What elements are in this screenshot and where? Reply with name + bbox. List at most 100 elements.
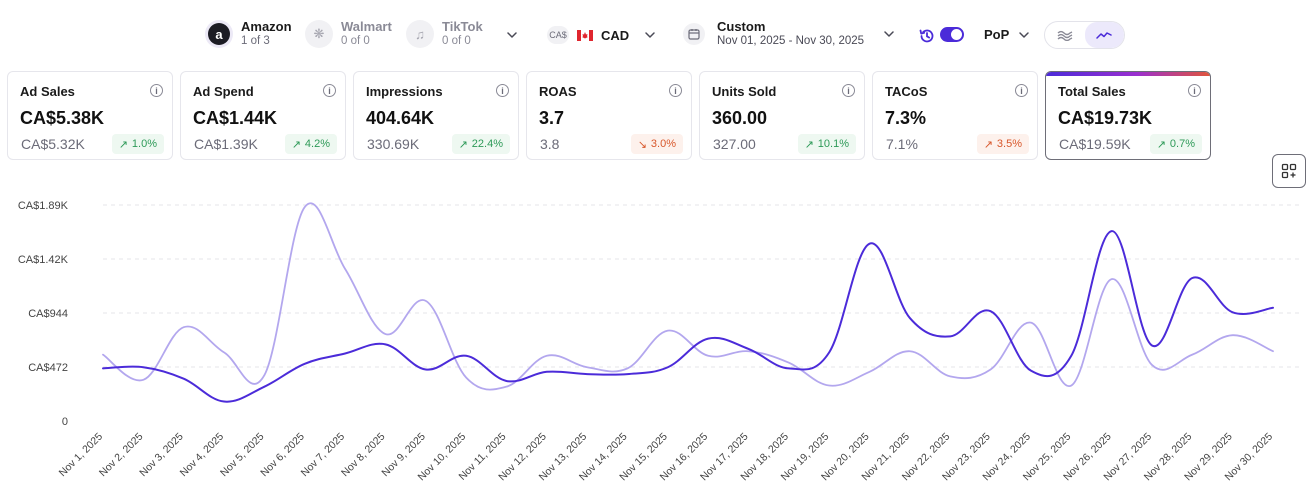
- x-tick-label: Nov 28, 2025: [1142, 431, 1195, 484]
- x-tick-label: Nov 9, 2025: [379, 431, 428, 480]
- metric-label: Impressions: [366, 84, 443, 99]
- metric-previous-value: CA$5.32K: [21, 136, 85, 152]
- x-tick-label: Nov 5, 2025: [218, 431, 267, 480]
- y-tick-label: CA$1.42K: [18, 254, 69, 266]
- comparison-chevron-down-icon: [1019, 31, 1030, 38]
- date-range-value: Nov 01, 2025 - Nov 30, 2025: [717, 34, 865, 47]
- metric-card-impressions[interactable]: Impressions i 404.64K 330.69K ↗ 22.4%: [353, 71, 519, 160]
- canada-flag-icon: [577, 29, 593, 41]
- trend-up-icon: ↗: [118, 138, 128, 151]
- marketplace-name: Amazon: [241, 19, 292, 34]
- x-tick-label: Nov 10, 2025: [416, 431, 469, 484]
- selected-accent-bar: [1046, 72, 1210, 76]
- currency-code: CAD: [601, 27, 630, 43]
- add-widget-icon: [1281, 163, 1297, 179]
- x-tick-label: Nov 14, 2025: [577, 431, 630, 484]
- x-tick-label: Nov 4, 2025: [178, 431, 227, 480]
- marketplace-count: 1 of 3: [241, 34, 270, 47]
- x-tick-label: Nov 19, 2025: [779, 431, 832, 484]
- currency-selector[interactable]: CA$ CAD: [547, 26, 657, 44]
- metric-card-ad-sales[interactable]: Ad Sales i CA$5.38K CA$5.32K ↗ 1.0%: [7, 71, 173, 160]
- info-icon[interactable]: i: [1015, 84, 1028, 97]
- metric-value: 404.64K: [366, 108, 435, 128]
- x-tick-label: Nov 8, 2025: [339, 431, 388, 480]
- x-tick-label: Nov 15, 2025: [617, 431, 670, 484]
- metric-label: Units Sold: [712, 84, 777, 99]
- metric-card-roas[interactable]: ROAS i 3.7 3.8 ↘ 3.0%: [526, 71, 692, 160]
- metric-change-badge: ↗ 1.0%: [111, 134, 164, 154]
- trend-up-icon: ↗: [1156, 138, 1166, 151]
- metric-label: ROAS: [539, 84, 577, 99]
- info-icon[interactable]: i: [1188, 84, 1201, 97]
- line-chart-icon: [1096, 32, 1112, 39]
- x-tick-label: Nov 6, 2025: [258, 431, 307, 480]
- metric-previous-value: 330.69K: [367, 136, 420, 152]
- marketplace-walmart[interactable]: ❋ Walmart 0 of 0: [305, 19, 392, 49]
- metric-previous-value: 3.8: [540, 136, 560, 152]
- area-chart-option[interactable]: [1045, 22, 1085, 48]
- metric-value: 3.7: [539, 108, 565, 128]
- x-tick-label: Nov 20, 2025: [819, 431, 872, 484]
- metric-label: Ad Sales: [20, 84, 75, 99]
- x-tick-label: Nov 16, 2025: [658, 431, 711, 484]
- info-icon[interactable]: i: [842, 84, 855, 97]
- marketplace-amazon[interactable]: a Amazon 1 of 3: [205, 19, 292, 49]
- comparison-selector[interactable]: PoP: [984, 27, 1031, 42]
- info-icon[interactable]: i: [150, 84, 163, 97]
- y-tick-label: CA$944: [28, 308, 68, 320]
- add-widget-button[interactable]: [1272, 154, 1306, 188]
- metric-change-badge: ↗ 22.4%: [451, 134, 510, 154]
- marketplace-name: TikTok: [442, 19, 483, 34]
- metric-card-units-sold[interactable]: Units Sold i 360.00 327.00 ↗ 10.1%: [699, 71, 865, 160]
- info-icon[interactable]: i: [496, 84, 509, 97]
- history-icon[interactable]: [918, 27, 936, 45]
- date-range-picker[interactable]: Custom Nov 01, 2025 - Nov 30, 2025: [683, 19, 896, 48]
- metric-card-ad-spend[interactable]: Ad Spend i CA$1.44K CA$1.39K ↗ 4.2%: [180, 71, 346, 160]
- metric-change-badge: ↗ 3.5%: [976, 134, 1029, 154]
- metric-change-badge: ↘ 3.0%: [630, 134, 683, 154]
- metric-value: 360.00: [712, 108, 768, 128]
- metric-previous-value: CA$19.59K: [1059, 136, 1131, 152]
- current-period-line: [102, 230, 1274, 403]
- x-tick-label: Nov 26, 2025: [1061, 431, 1114, 484]
- walmart-logo-icon: ❋: [305, 20, 333, 49]
- metric-previous-value: 327.00: [713, 136, 756, 152]
- metric-value: CA$5.38K: [20, 108, 105, 128]
- metric-value: 7.3%: [885, 108, 927, 128]
- marketplace-chevron-down-icon[interactable]: [505, 28, 519, 42]
- x-tick-label: Nov 27, 2025: [1101, 431, 1154, 484]
- marketplace-count: 0 of 0: [442, 34, 471, 47]
- trend-down-icon: ↘: [637, 138, 647, 151]
- metric-change-badge: ↗ 0.7%: [1149, 134, 1202, 154]
- area-chart-icon: [1057, 30, 1073, 41]
- metric-label: Ad Spend: [193, 84, 254, 99]
- x-tick-label: Nov 18, 2025: [738, 431, 791, 484]
- chart-style-toggle: [1044, 21, 1125, 49]
- x-tick-label: Nov 13, 2025: [537, 431, 590, 484]
- compare-toggle[interactable]: [940, 27, 964, 42]
- metric-label: TACoS: [885, 84, 928, 99]
- amazon-logo-icon: a: [205, 20, 233, 49]
- metric-card-tacos[interactable]: TACoS i 7.3% 7.1% ↗ 3.5%: [872, 71, 1038, 160]
- line-chart-option[interactable]: [1084, 22, 1124, 48]
- metric-label: Total Sales: [1058, 84, 1126, 99]
- x-tick-label: Nov 3, 2025: [137, 431, 186, 480]
- info-icon[interactable]: i: [669, 84, 682, 97]
- info-icon[interactable]: i: [323, 84, 336, 97]
- x-tick-label: Nov 21, 2025: [859, 431, 912, 484]
- marketplace-tiktok[interactable]: ♫ TikTok 0 of 0: [406, 19, 483, 49]
- metric-change-badge: ↗ 10.1%: [797, 134, 856, 154]
- metric-previous-value: CA$1.39K: [194, 136, 258, 152]
- x-tick-label: Nov 7, 2025: [299, 431, 348, 480]
- x-tick-label: Nov 29, 2025: [1182, 431, 1235, 484]
- y-tick-label: CA$472: [28, 362, 68, 374]
- metric-card-total-sales[interactable]: Total Sales i CA$19.73K CA$19.59K ↗ 0.7%: [1045, 71, 1211, 160]
- x-tick-label: Nov 2, 2025: [97, 431, 146, 480]
- date-chevron-down-icon: [884, 30, 894, 37]
- metric-previous-value: 7.1%: [886, 136, 918, 152]
- y-tick-label: 0: [62, 416, 68, 428]
- metric-value: CA$1.44K: [193, 108, 278, 128]
- y-tick-label: CA$1.89K: [18, 200, 69, 212]
- marketplace-name: Walmart: [341, 19, 392, 34]
- currency-symbol-badge: CA$: [547, 26, 569, 44]
